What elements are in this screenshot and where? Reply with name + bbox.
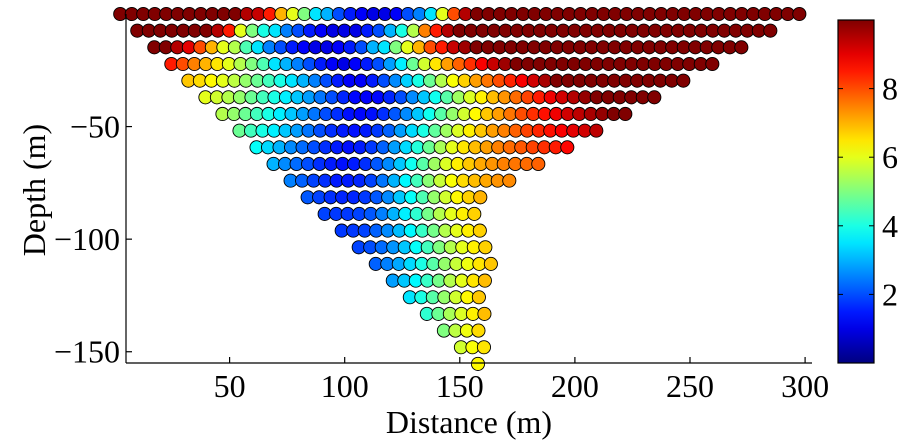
data-point xyxy=(478,240,493,255)
data-point xyxy=(470,356,486,371)
data-point xyxy=(531,156,546,172)
x-tick-label: 300 xyxy=(781,368,829,404)
data-point xyxy=(477,273,492,288)
y-tick-label: −100 xyxy=(54,221,120,257)
y-tick-label: −50 xyxy=(70,109,120,145)
colorbar-gradient xyxy=(837,19,875,364)
data-point xyxy=(476,340,492,355)
y-axis-label: Depth (m) xyxy=(16,124,52,256)
x-tick-label: 100 xyxy=(321,368,369,404)
x-tick-label: 150 xyxy=(436,368,484,404)
data-point xyxy=(763,23,778,38)
data-point xyxy=(471,290,486,305)
data-point xyxy=(560,140,575,155)
data-point xyxy=(473,190,488,205)
plot-area xyxy=(113,6,807,371)
colorbar-tick-label: 4 xyxy=(882,208,898,244)
colorbar-tick-label: 2 xyxy=(882,276,898,312)
x-axis-label: Distance (m) xyxy=(386,404,552,440)
data-point xyxy=(467,206,482,221)
x-tick-label: 50 xyxy=(214,368,246,404)
data-point xyxy=(705,56,720,72)
data-point xyxy=(734,40,749,55)
data-point xyxy=(471,323,486,338)
data-point xyxy=(502,173,517,188)
colorbar-tick-label: 6 xyxy=(882,139,898,175)
data-point xyxy=(483,256,498,271)
data-point xyxy=(618,106,633,122)
data-point xyxy=(472,223,487,238)
x-tick-label: 250 xyxy=(666,368,714,404)
data-point xyxy=(792,6,807,22)
x-tick-label: 200 xyxy=(551,368,599,404)
axes: 50 100 150 200 250 300 −150 −100 −50 xyxy=(54,14,829,404)
data-point xyxy=(477,306,492,321)
colorbar-tick-label: 8 xyxy=(882,71,898,107)
data-point xyxy=(647,90,662,105)
data-point xyxy=(676,73,691,88)
colorbar: 2 4 6 8 xyxy=(837,19,898,364)
y-tick-label: −150 xyxy=(54,334,120,370)
data-point xyxy=(589,123,604,138)
